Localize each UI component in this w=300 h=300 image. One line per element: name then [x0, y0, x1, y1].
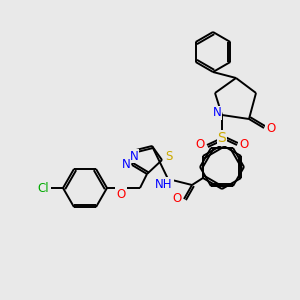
Text: N: N: [213, 106, 221, 119]
Text: O: O: [195, 139, 205, 152]
Text: O: O: [239, 139, 249, 152]
Text: S: S: [218, 131, 226, 145]
Text: O: O: [172, 193, 182, 206]
Text: N: N: [122, 158, 130, 170]
Text: O: O: [116, 188, 126, 200]
Text: N: N: [130, 149, 138, 163]
Text: NH: NH: [155, 178, 173, 190]
Text: O: O: [266, 122, 276, 134]
Text: S: S: [165, 151, 173, 164]
Text: Cl: Cl: [37, 182, 49, 194]
